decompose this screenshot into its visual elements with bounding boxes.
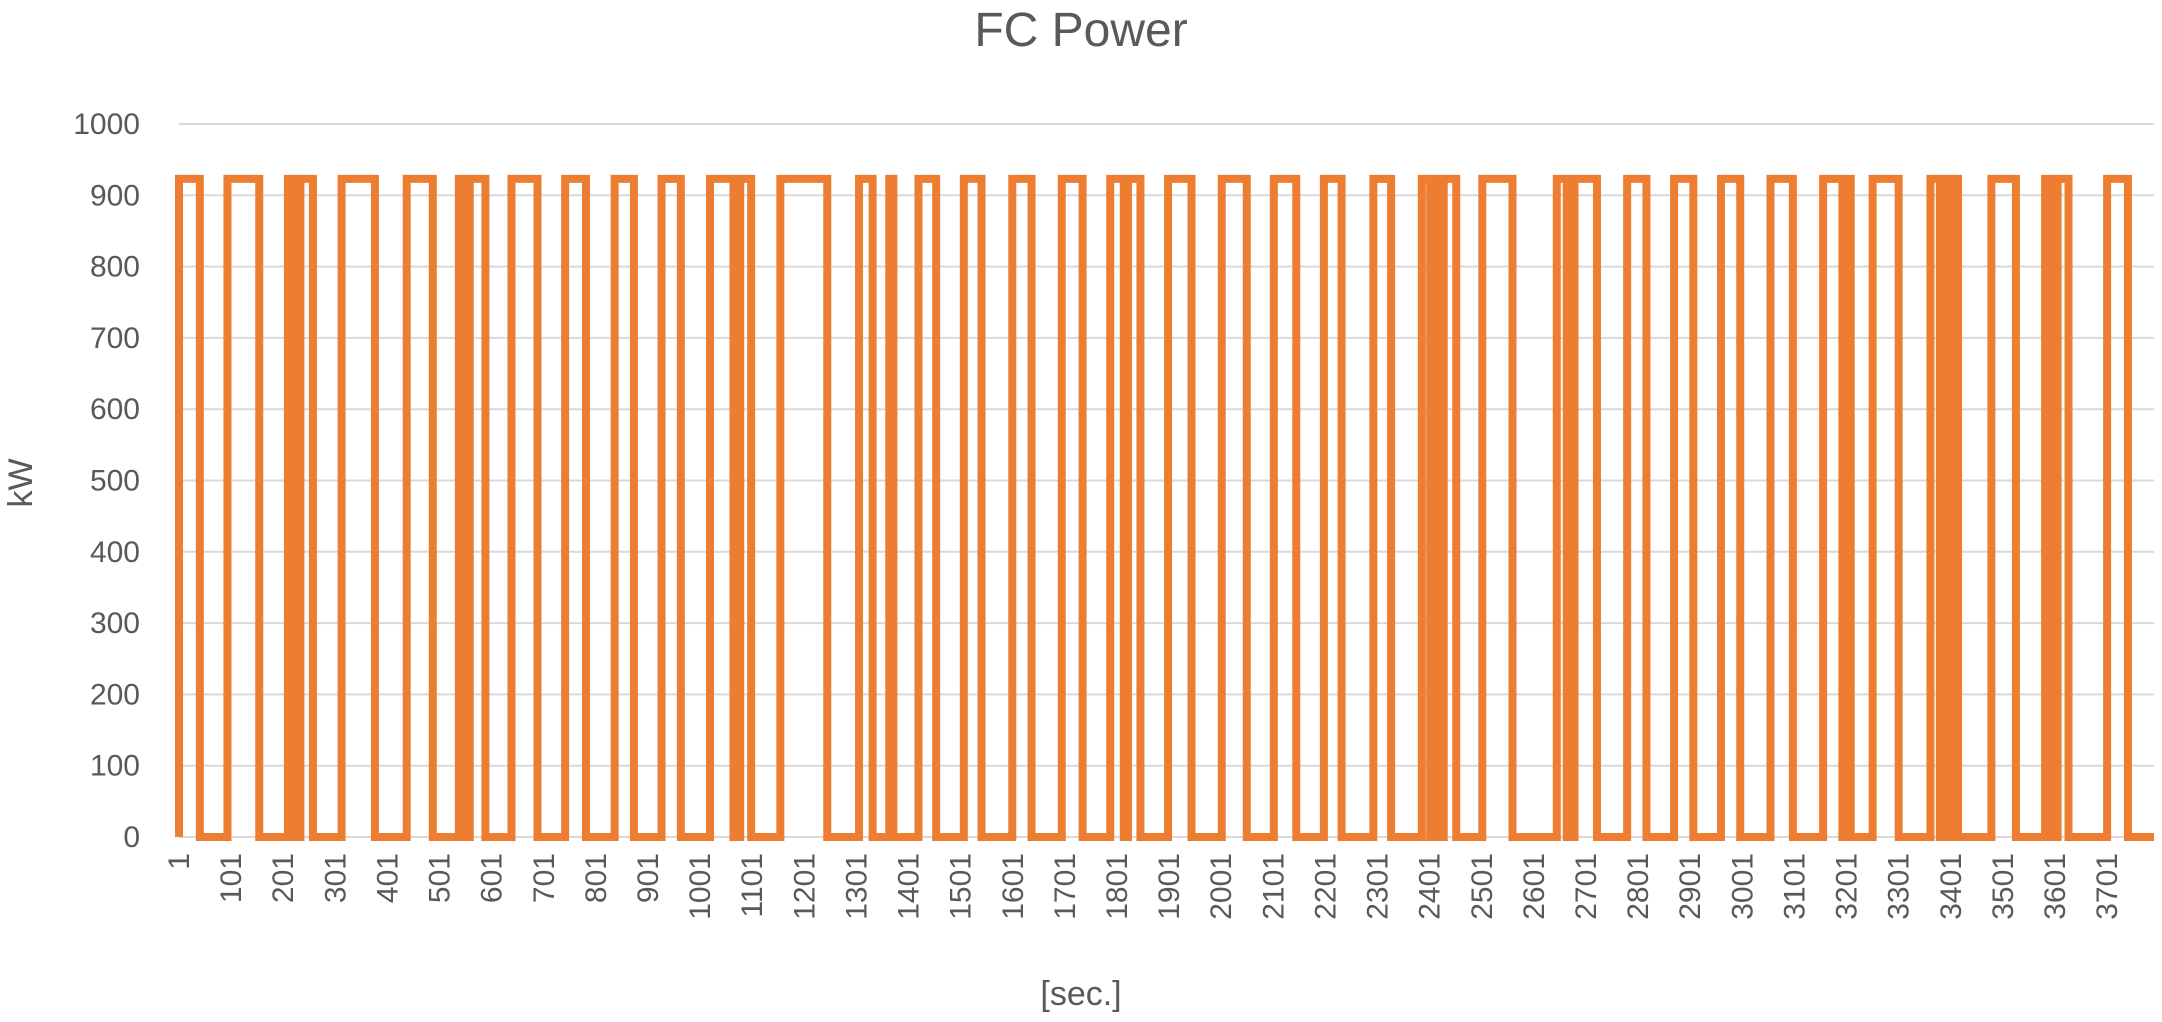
x-tick-label: 2301 (1362, 853, 1395, 920)
x-tick-label: 3601 (2039, 853, 2072, 920)
data-line (175, 174, 2154, 841)
x-tick-label: 801 (580, 853, 613, 903)
x-tick-label: 101 (215, 853, 248, 903)
y-tick-label: 200 (90, 678, 140, 711)
x-tick-label: 3301 (1883, 853, 1916, 920)
y-tick-label: 500 (90, 465, 140, 498)
x-tick-label: 201 (267, 853, 300, 903)
x-tick-label: 1601 (997, 853, 1030, 920)
x-tick-label: 1401 (893, 853, 926, 920)
y-axis-title: kW (2, 458, 40, 507)
x-tick-label: 1 (163, 853, 196, 870)
y-tick-label: 100 (90, 750, 140, 783)
x-tick-label: 2401 (1414, 853, 1447, 920)
x-tick-label: 3101 (1778, 853, 1811, 920)
x-tick-label: 3201 (1831, 853, 1864, 920)
x-tick-label: 901 (632, 853, 665, 903)
x-tick-label: 2201 (1309, 853, 1342, 920)
x-tick-label: 401 (371, 853, 404, 903)
x-tick-label: 3001 (1726, 853, 1759, 920)
x-tick-label: 1201 (788, 853, 821, 920)
x-tick-label: 2601 (1518, 853, 1551, 920)
x-axis-title: [sec.] (1040, 975, 1121, 1013)
x-tick-label: 3401 (1935, 853, 1968, 920)
y-tick-label: 400 (90, 536, 140, 569)
x-tick-label: 2501 (1466, 853, 1499, 920)
x-tick-label: 1801 (1101, 853, 1134, 920)
x-tick-label: 2801 (1622, 853, 1655, 920)
x-tick-label: 1501 (945, 853, 978, 920)
x-tick-label: 3701 (2091, 853, 2124, 920)
x-tick-label: 601 (476, 853, 509, 903)
x-tick-label: 2001 (1205, 853, 1238, 920)
x-tick-label: 2701 (1570, 853, 1603, 920)
y-tick-label: 700 (90, 322, 140, 355)
x-tick-label: 1001 (684, 853, 717, 920)
x-tick-label: 701 (528, 853, 561, 903)
x-tick-label: 1101 (736, 853, 769, 918)
x-tick-label: 2901 (1674, 853, 1707, 920)
x-tick-label: 2101 (1257, 853, 1290, 920)
x-tick-label: 1701 (1049, 853, 1082, 920)
y-tick-label: 300 (90, 607, 140, 640)
y-tick-label: 600 (90, 393, 140, 426)
x-tick-label: 1301 (840, 853, 873, 920)
y-tick-label: 800 (90, 251, 140, 284)
x-tick-label: 1901 (1153, 853, 1186, 920)
y-tick-label: 1000 (73, 108, 140, 141)
x-tick-label: 3501 (1987, 853, 2020, 920)
x-tick-label: 501 (424, 853, 457, 903)
y-tick-label: 0 (123, 821, 140, 854)
chart-title: FC Power (974, 4, 1187, 57)
y-tick-label: 900 (90, 179, 140, 212)
x-tick-label: 301 (319, 853, 352, 903)
